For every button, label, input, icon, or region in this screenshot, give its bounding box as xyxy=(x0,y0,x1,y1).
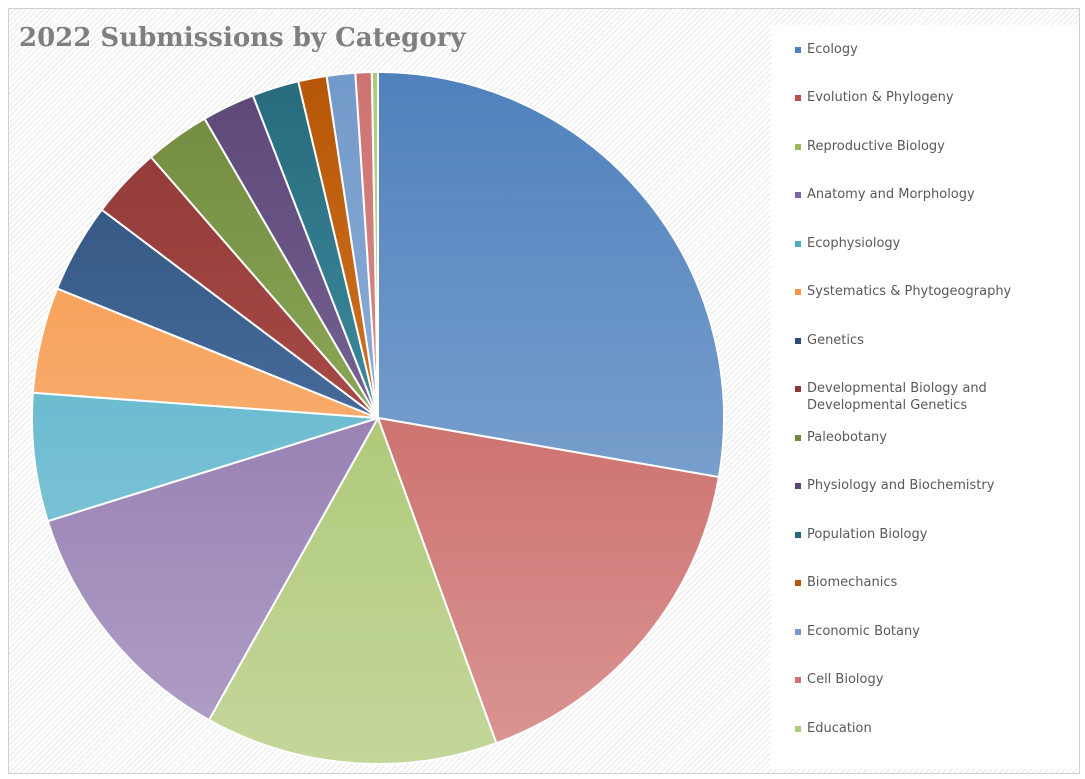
pie-chart xyxy=(31,71,725,765)
legend-item: Education xyxy=(771,720,1071,737)
legend-swatch xyxy=(795,338,801,344)
legend-item: Physiology and Biochemistry xyxy=(771,477,1071,494)
legend-swatch xyxy=(795,144,801,150)
legend-swatch xyxy=(795,726,801,732)
legend-item: Paleobotany xyxy=(771,429,1071,446)
pie-slice-ecophysiology xyxy=(31,391,379,523)
legend-item: Cell Biology xyxy=(771,671,1071,688)
legend-item: Biomechanics xyxy=(771,574,1071,591)
legend-label: Anatomy and Morphology xyxy=(807,187,975,202)
legend-label: Economic Botany xyxy=(807,624,920,639)
legend-label: Genetics xyxy=(807,333,864,348)
legend-swatch xyxy=(795,580,801,586)
legend-label: Education xyxy=(807,721,872,736)
legend-swatch xyxy=(795,241,801,247)
legend-label: Paleobotany xyxy=(807,430,887,445)
chart-legend: Ecology Evolution & Phylogeny Reproductive… xyxy=(771,25,1079,769)
legend-item: Evolution & Phylogeny xyxy=(771,89,1071,106)
legend-label: Physiology and Biochemistry xyxy=(807,478,995,493)
pie-slice-ecology xyxy=(377,71,725,479)
chart-frame: 2022 Submissions by Category Ecology Evol… xyxy=(8,8,1080,774)
legend-swatch xyxy=(795,483,801,489)
pie-slice-anatomy-and-morphology xyxy=(46,417,379,721)
pie-slice-evolution-phylogeny xyxy=(377,417,720,745)
legend-swatch xyxy=(795,47,801,53)
legend-label: Biomechanics xyxy=(807,575,898,590)
legend-item: Developmental Biology and Developmental … xyxy=(771,380,1071,414)
legend-item: Genetics xyxy=(771,332,1071,349)
legend-item: Systematics & Phytogeography xyxy=(771,283,1071,300)
legend-label: Ecology xyxy=(807,42,858,57)
legend-swatch xyxy=(795,629,801,635)
legend-swatch xyxy=(795,435,801,441)
legend-item: Reproductive Biology xyxy=(771,138,1071,155)
pie-slice-education xyxy=(370,71,379,419)
legend-label: Developmental Biology and Developmental … xyxy=(807,381,987,413)
legend-label: Evolution & Phylogeny xyxy=(807,90,954,105)
legend-swatch xyxy=(795,289,801,295)
legend-swatch xyxy=(795,192,801,198)
pie-slice-reproductive-biology xyxy=(208,417,498,765)
legend-swatch xyxy=(795,95,801,101)
chart-title: 2022 Submissions by Category xyxy=(19,23,466,53)
legend-label: Ecophysiology xyxy=(807,236,901,251)
legend-item: Economic Botany xyxy=(771,623,1071,640)
legend-label: Reproductive Biology xyxy=(807,139,945,154)
legend-swatch xyxy=(795,532,801,538)
legend-swatch xyxy=(795,677,801,683)
legend-item: Ecology xyxy=(771,41,1071,58)
legend-label: Population Biology xyxy=(807,527,928,542)
legend-label: Systematics & Phytogeography xyxy=(807,284,1012,299)
legend-label: Cell Biology xyxy=(807,672,884,687)
legend-item: Population Biology xyxy=(771,526,1071,543)
legend-swatch xyxy=(795,386,801,392)
legend-item: Ecophysiology xyxy=(771,235,1071,252)
legend-item: Anatomy and Morphology xyxy=(771,186,1071,203)
